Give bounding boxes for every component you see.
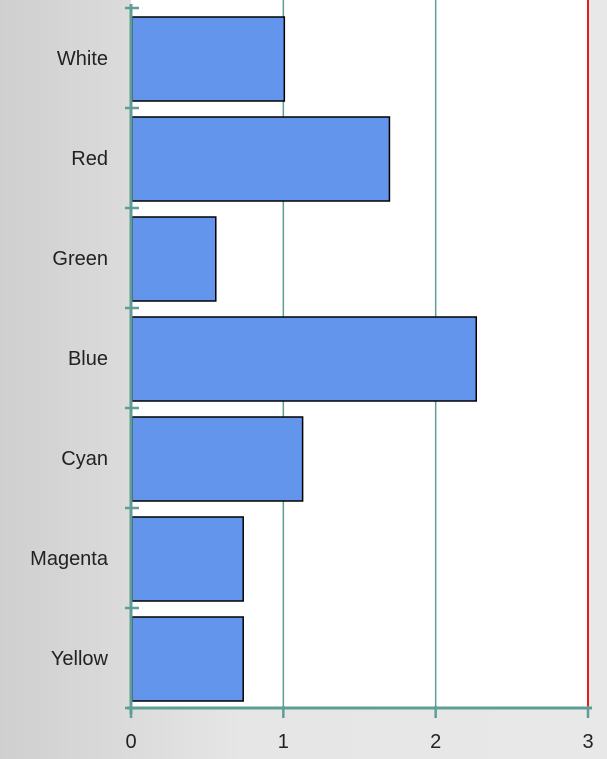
category-label: Yellow bbox=[51, 648, 109, 670]
bar-cyan bbox=[131, 416, 304, 502]
x-tick-label: 2 bbox=[430, 731, 441, 753]
category-label: White bbox=[57, 48, 108, 70]
category-label: Cyan bbox=[61, 448, 108, 470]
bar-white bbox=[131, 16, 286, 102]
bar-green bbox=[131, 216, 217, 302]
category-label: Red bbox=[71, 148, 108, 170]
bar-magenta bbox=[131, 516, 244, 602]
bar-blue bbox=[131, 316, 478, 402]
x-tick-label: 1 bbox=[278, 731, 289, 753]
x-tick-label: 0 bbox=[125, 731, 136, 753]
bar-yellow bbox=[131, 616, 244, 702]
category-label: Green bbox=[52, 248, 108, 270]
category-label: Magenta bbox=[30, 548, 109, 570]
bar-red bbox=[131, 116, 391, 202]
category-label: Blue bbox=[68, 348, 108, 370]
x-tick-label: 3 bbox=[582, 731, 593, 753]
